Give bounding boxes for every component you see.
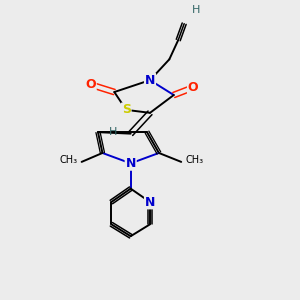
Text: N: N [125, 157, 136, 170]
Text: H: H [192, 5, 200, 15]
Text: CH₃: CH₃ [59, 155, 77, 165]
Text: N: N [145, 74, 155, 87]
Text: S: S [122, 103, 131, 116]
Text: O: O [85, 78, 96, 91]
Text: O: O [188, 81, 198, 94]
Text: CH₃: CH₃ [186, 155, 204, 165]
Text: H: H [109, 127, 117, 137]
Text: N: N [145, 196, 155, 208]
